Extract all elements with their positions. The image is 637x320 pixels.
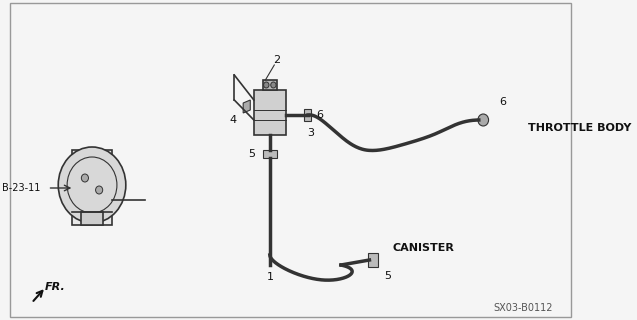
Text: 2: 2 [273,55,280,65]
Text: 1: 1 [266,272,273,282]
Circle shape [264,82,269,88]
Text: 3: 3 [307,128,314,138]
Text: 5: 5 [248,149,255,159]
Polygon shape [73,150,111,225]
Text: 4: 4 [229,115,236,125]
Circle shape [96,186,103,194]
Text: 6: 6 [499,97,506,107]
Text: FR.: FR. [45,282,65,292]
Polygon shape [304,109,311,121]
Text: SX03-B0112: SX03-B0112 [494,303,553,313]
Text: B-23-11: B-23-11 [2,183,40,193]
Polygon shape [82,212,103,225]
Polygon shape [368,253,378,267]
Polygon shape [262,80,277,90]
Circle shape [58,147,126,223]
Circle shape [271,82,276,88]
Text: 5: 5 [383,271,390,281]
Text: THROTTLE BODY: THROTTLE BODY [527,123,631,133]
Polygon shape [243,100,250,113]
Polygon shape [262,150,277,158]
FancyBboxPatch shape [254,90,286,135]
Text: 6: 6 [316,110,323,120]
Circle shape [82,174,89,182]
Text: CANISTER: CANISTER [392,243,454,253]
Circle shape [478,114,489,126]
